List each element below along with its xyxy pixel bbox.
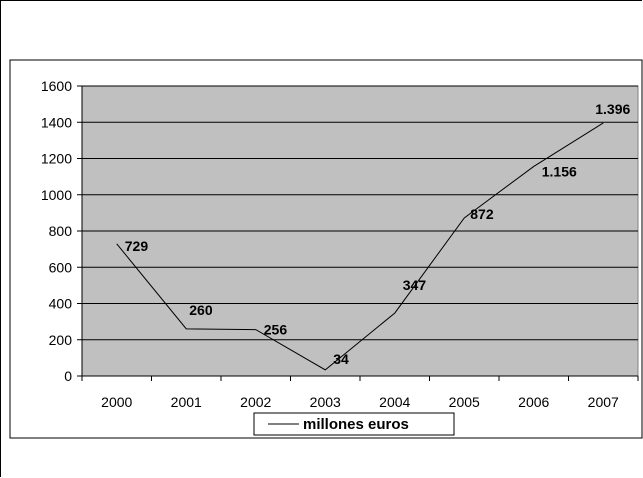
data-labels: 729 260 256 34 347 872 1.156 1.396 — [125, 101, 631, 367]
y-axis-tick-labels: 0 200 400 600 800 1000 1200 1400 1600 — [41, 78, 72, 384]
x-tick-label: 2007 — [588, 394, 619, 410]
y-tick-label: 1200 — [41, 151, 72, 167]
axes — [77, 85, 639, 381]
x-tick-label: 2004 — [379, 394, 410, 410]
data-label: 1.156 — [542, 163, 577, 179]
y-tick-label: 1600 — [41, 78, 72, 94]
data-label: 1.396 — [595, 101, 630, 117]
data-label: 260 — [189, 302, 213, 318]
data-label: 256 — [264, 322, 288, 338]
y-tick-label: 400 — [49, 296, 73, 312]
x-tick-label: 2002 — [240, 394, 271, 410]
data-label: 729 — [125, 238, 149, 254]
x-tick-label: 2001 — [171, 394, 202, 410]
data-label: 872 — [470, 206, 494, 222]
y-tick-label: 1400 — [41, 114, 72, 130]
x-tick-label: 2000 — [101, 394, 132, 410]
data-label: 34 — [333, 351, 349, 367]
x-tick-label: 2006 — [518, 394, 549, 410]
x-axis-tick-labels: 2000 2001 2002 2003 2004 2005 2006 2007 — [101, 394, 619, 410]
x-tick-label: 2005 — [449, 394, 480, 410]
y-tick-label: 200 — [49, 332, 73, 348]
data-label: 347 — [403, 277, 427, 293]
legend: millones euros — [253, 412, 455, 436]
y-tick-label: 1000 — [41, 187, 72, 203]
x-tick-label: 2003 — [310, 394, 341, 410]
legend-box — [253, 412, 455, 436]
gridlines — [82, 85, 638, 341]
legend-label: millones euros — [303, 416, 409, 433]
y-tick-label: 600 — [49, 259, 73, 275]
y-tick-label: 0 — [64, 368, 72, 384]
series-line-millones-euros — [116, 122, 604, 371]
y-tick-label: 800 — [49, 223, 73, 239]
